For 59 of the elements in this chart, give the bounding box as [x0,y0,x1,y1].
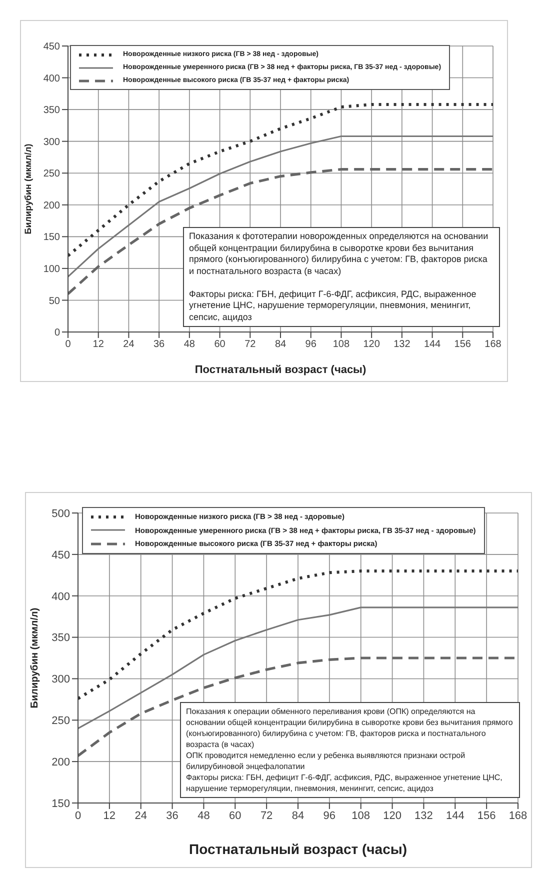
y-axis-title: Билирубин (мкмл/л) [30,608,41,708]
x-tick-label: 108 [332,339,350,350]
y-tick-label: 100 [43,264,60,275]
x-tick-label: 48 [184,339,196,350]
line-series [78,570,518,700]
x-tick-label: 72 [260,810,273,822]
x-axis-title: Постнатальный возраст (часы) [189,841,407,857]
y-tick-label: 350 [52,632,70,644]
x-tick-label: 36 [166,810,178,822]
x-tick-label: 96 [323,810,336,822]
x-tick-label: 96 [305,339,317,350]
annotation: Показания к фототерапии новорожденных определяются на основании общей концентрации билирубина в сыворотке крови без вычитания прямого (конъюгированного) билирубина с учетом: ГВ, факторов риска и постнатального возраста (в часах) [189,231,490,277]
x-tick-label: 84 [292,810,304,822]
x-tick-label: 84 [274,339,286,350]
y-tick-label: 500 [52,508,70,520]
x-tick-label: 60 [229,810,242,822]
x-tick-label: 120 [383,810,402,822]
y-tick-label: 300 [43,136,60,148]
line-series [78,606,518,730]
annotation: ОПК проводится немедленно если у ребенка выявляются признаки острой билирубиновой энцефалопатии [186,750,466,772]
y-tick-label: 200 [43,200,60,212]
y-tick-label: 150 [52,798,70,810]
x-tick-label: 144 [424,339,442,350]
x-tick-label: 12 [103,810,116,822]
y-tick-label: 250 [52,715,70,728]
y-tick-label: 450 [52,549,70,562]
x-tick-label: 12 [92,339,104,350]
y-tick-label: 250 [43,168,60,180]
y-tick-label: 0 [54,328,60,339]
x-tick-label: 72 [244,339,256,350]
y-axis-title: Билирубин (мкмл/л) [23,144,34,234]
x-axis-title: Постнатальный возраст (часы) [194,364,366,376]
y-tick-label: 400 [52,590,70,603]
y-tick-label: 150 [43,232,60,244]
x-tick-label: 156 [477,810,496,822]
x-tick-label: 144 [446,810,464,822]
x-tick-label: 168 [484,339,502,350]
x-tick-label: 132 [394,339,411,350]
y-tick-label: 300 [52,674,70,686]
x-tick-label: 108 [352,810,370,822]
y-tick-label: 200 [52,756,70,768]
y-tick-label: 350 [43,105,60,116]
line-series [68,135,493,278]
y-tick-label: 450 [43,42,60,53]
x-tick-label: 168 [508,810,528,822]
annotation: Факторы риска: ГБН, дефицит Г-6-ФДГ, асфиксия, РДС, выраженное угнетение ЦНС, нарушение терморегуляции, пневмония, менингит, сепсис, ацидоз [189,288,478,323]
y-tick-label: 400 [43,73,60,84]
x-tick-label: 156 [454,339,472,350]
x-tick-label: 36 [154,339,166,350]
annotation: Факторы риска: ГБН, дефицит Г-6-ФДГ, асфиксия, РДС, выраженное угнетение ЦНС, нарушение терморегуляции, пневмония, менингит, сепсис, ацидоз [186,772,504,794]
x-tick-label: 60 [214,339,226,350]
annotation: Показания к операции обменного переливания крови (ОПК) определяются на основании общей концентрации билирубина в сыворотке крови без вычитания прямого (конъюгированного) билирубина с учетом: ГВ, факторов риска и постнатального возраста (в часах) [186,706,514,750]
x-tick-label: 48 [198,810,210,822]
x-tick-label: 24 [134,810,147,822]
x-tick-label: 120 [363,339,380,350]
x-tick-label: 24 [123,339,135,350]
y-tick-label: 50 [48,296,60,307]
x-tick-label: 132 [414,810,433,822]
x-tick-label: 0 [74,810,82,822]
